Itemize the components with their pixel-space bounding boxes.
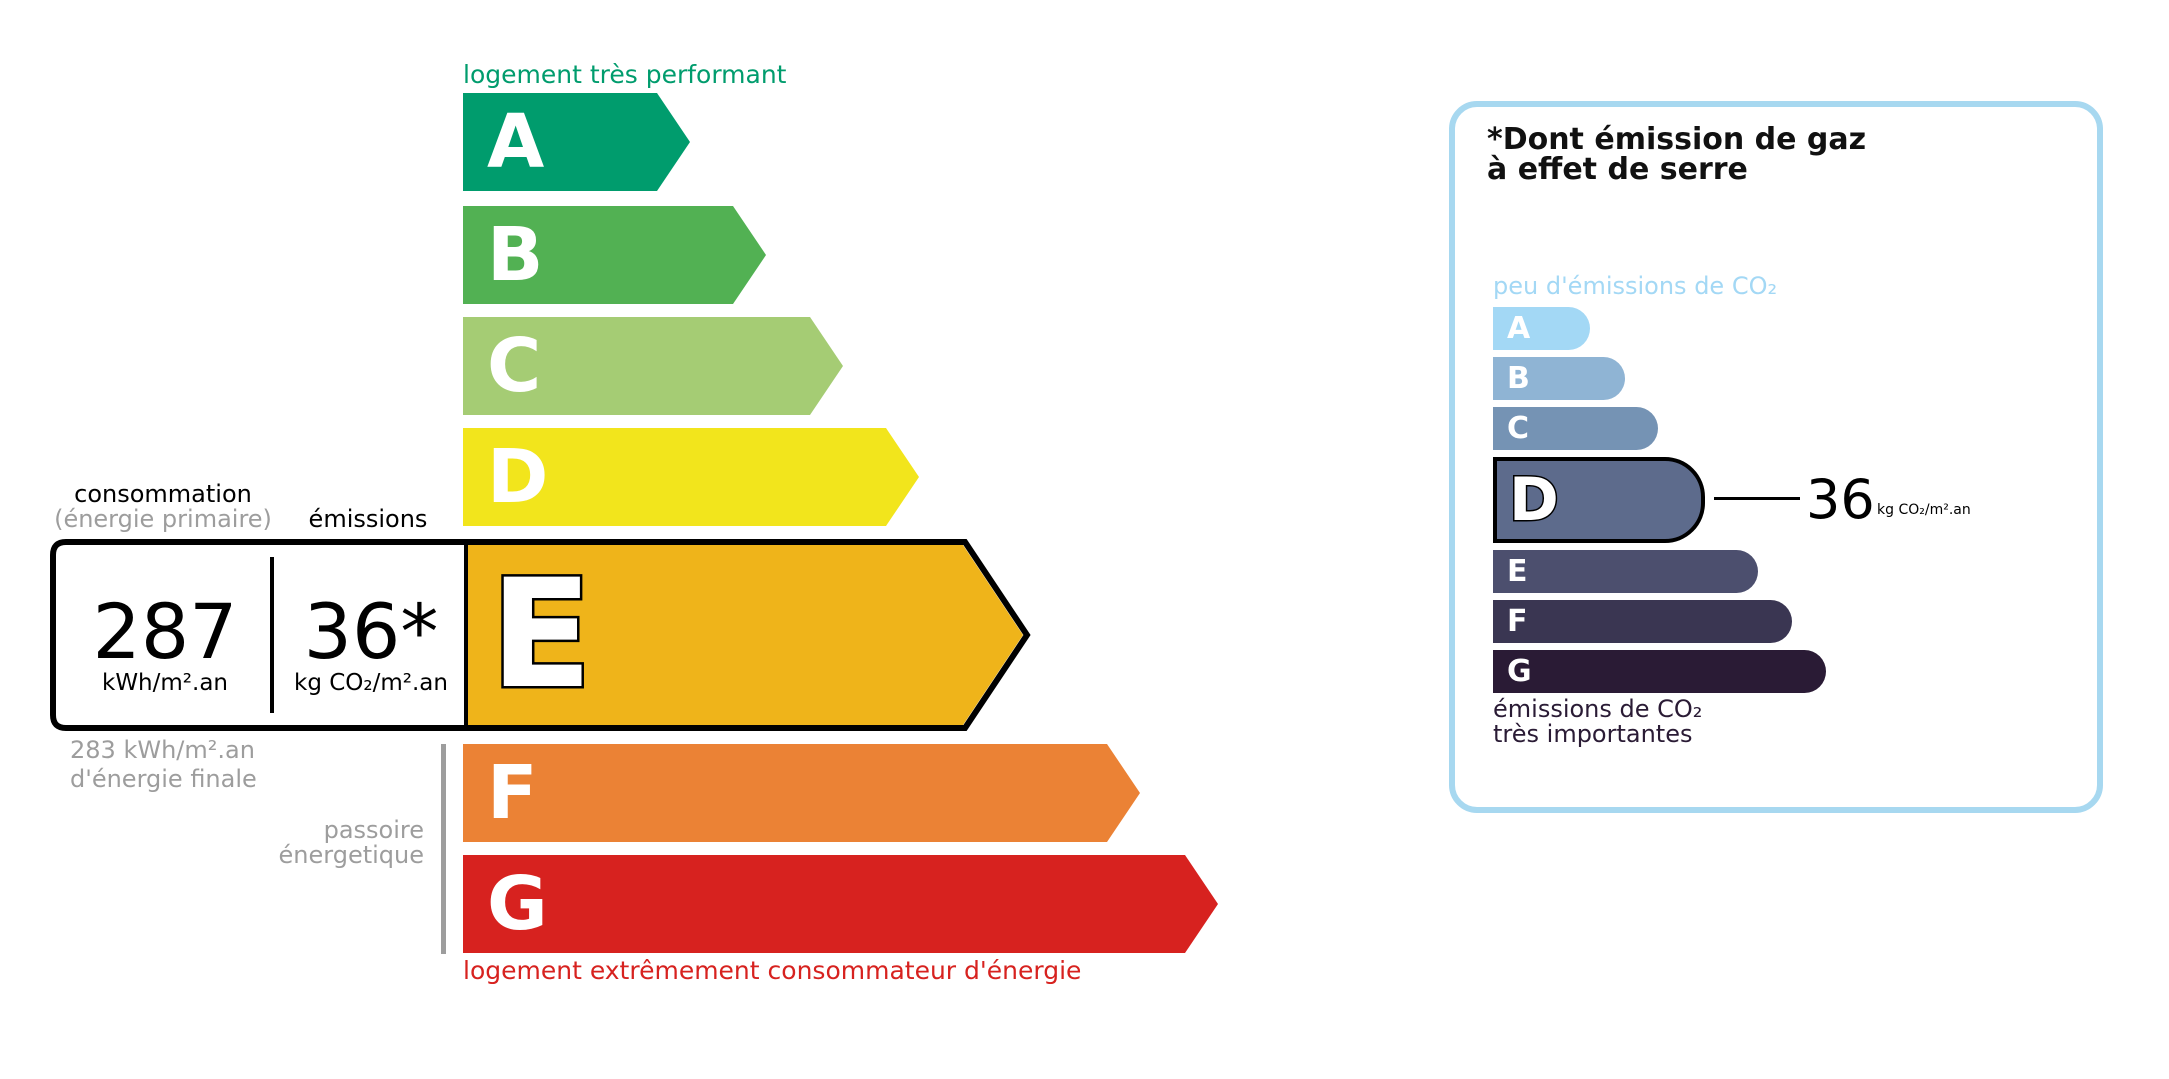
ges-bar-a: A	[1493, 307, 1590, 350]
ges-letter-a: A	[1507, 311, 1531, 346]
emissions-unit: kg CO₂/m².an	[294, 670, 448, 696]
ges-letter-e: E	[1507, 554, 1528, 589]
dpe-letter-f: F	[487, 750, 538, 836]
passoire-divider	[441, 744, 446, 954]
ges-bar-g: G	[1493, 650, 1826, 693]
dpe-bar-a: A	[463, 93, 690, 191]
dpe-letter-c: C	[487, 323, 542, 409]
ges-letter-g: G	[1507, 654, 1532, 689]
dpe-bottom-label: logement extrêmement consommateur d'éner…	[463, 956, 1082, 985]
ges-title-1: *Dont émission de gaz	[1487, 122, 1867, 157]
passoire-label-1: passoire	[323, 816, 424, 844]
final-energy-value: 283 kWh/m².an	[70, 736, 255, 764]
ges-bar-c: C	[1493, 407, 1658, 450]
dpe-current-class-letter: E	[487, 548, 594, 722]
dpe-letter-a: A	[487, 99, 545, 185]
dpe-letter-d: D	[487, 434, 549, 520]
consumption-unit: kWh/m².an	[102, 670, 228, 696]
consumption-label: consommation	[74, 480, 252, 508]
ges-letter-f: F	[1507, 604, 1528, 639]
dpe-bar-b: B	[463, 206, 766, 304]
ges-bottom-label-2: très importantes	[1493, 720, 1693, 748]
ges-bar-e: E	[1493, 550, 1758, 593]
consumption-value: 287	[92, 587, 238, 676]
ges-bar-f: F	[1493, 600, 1792, 643]
dpe-current-class-frame	[50, 539, 1031, 731]
ges-letter-c: C	[1507, 411, 1530, 446]
dpe-bar-d: D	[463, 428, 919, 526]
ges-unit: kg CO₂/m².an	[1877, 502, 1971, 518]
ges-current-letter: D	[1508, 464, 1561, 537]
dpe-bar-g: G	[463, 855, 1218, 953]
ges-letter-b: B	[1507, 361, 1530, 396]
dpe-bar-f: F	[463, 744, 1140, 842]
ges-bottom-label-1: émissions de CO₂	[1493, 695, 1703, 723]
final-energy-label: d'énergie finale	[70, 765, 257, 793]
dpe-letter-g: G	[487, 861, 548, 947]
ges-bar-d-current: D	[1493, 457, 1705, 543]
dpe-letter-b: B	[487, 212, 544, 298]
passoire-label-2: énergetique	[278, 841, 424, 869]
ges-bar-b: B	[1493, 357, 1625, 400]
dpe-bar-c: C	[463, 317, 843, 415]
ges-panel	[1449, 101, 2103, 813]
emissions-value: 36*	[303, 587, 439, 676]
ges-value-connector	[1714, 497, 1800, 500]
dpe-top-label: logement très performant	[463, 60, 787, 89]
consumption-sublabel: (énergie primaire)	[54, 505, 272, 533]
emissions-label: émissions	[308, 505, 428, 533]
ges-title-2: à effet de serre	[1487, 152, 1748, 187]
ges-value: 36	[1806, 468, 1875, 531]
ges-top-label: peu d'émissions de CO₂	[1493, 272, 1778, 300]
